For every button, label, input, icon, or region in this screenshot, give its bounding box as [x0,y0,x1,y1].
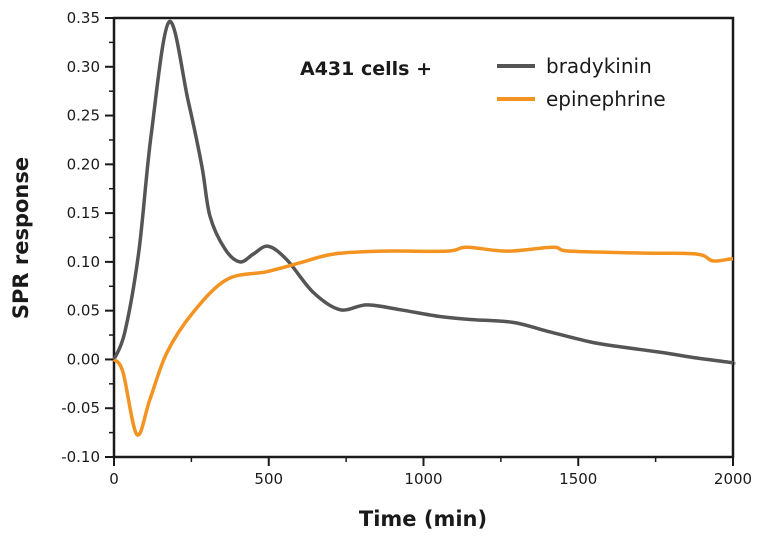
y-axis-label: SPR response [9,157,33,319]
x-tick-label: 2000 [714,470,752,488]
legend-label-bradykinin: bradykinin [546,54,652,78]
y-tick-label: 0.25 [67,107,100,125]
y-tick-label: 0.10 [67,253,100,271]
y-tick-label: 0.05 [67,302,100,320]
series-layer [112,20,736,437]
x-tick-label: 500 [254,470,283,488]
legend-title: A431 cells + [300,58,432,80]
y-tick-label: 0.30 [67,58,100,76]
y-tick-label: 0.15 [67,204,100,222]
x-axis-label: Time (min) [359,507,487,531]
y-tick-label: 0.20 [67,155,100,173]
series-line-bradykinin [112,20,736,366]
x-tick-label: 1000 [404,470,442,488]
x-tick-label: 1500 [559,470,597,488]
legend-label-epinephrine: epinephrine [546,87,666,111]
legend: bradykinin epinephrine [497,54,666,111]
y-tick-label: -0.10 [61,448,100,466]
y-tick-label: -0.05 [61,399,100,417]
x-tick-label: 0 [109,470,119,488]
axes: -0.10 -0.05 0.00 0.05 0.10 0.15 0.20 0.25 0.30 0.… [61,9,752,488]
y-tick-label: 0.00 [67,350,100,368]
series-line-epinephrine [112,245,734,437]
y-tick-label: 0.35 [67,9,100,27]
plot-frame [112,16,735,459]
